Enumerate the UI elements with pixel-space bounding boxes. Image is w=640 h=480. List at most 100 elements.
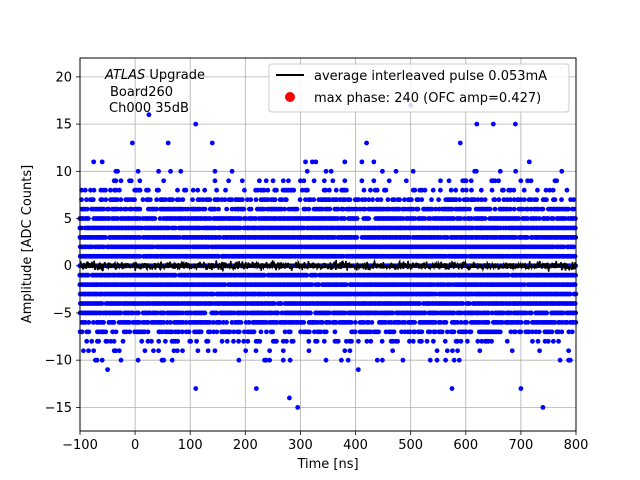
sample-outlier <box>474 121 480 127</box>
sample-point <box>569 329 575 335</box>
sample-point <box>572 282 578 288</box>
sample-point <box>207 216 213 221</box>
sample-point <box>323 168 329 174</box>
sample-point <box>145 338 151 344</box>
sample-point <box>129 206 134 212</box>
sample-point <box>467 206 472 212</box>
sample-point <box>334 197 340 203</box>
sample-point <box>101 320 106 325</box>
sample-point <box>465 197 471 203</box>
sample-point <box>111 320 117 325</box>
sample-outlier <box>364 140 369 146</box>
y-tick-label: −15 <box>45 401 72 416</box>
sample-point <box>222 197 228 203</box>
sample-point <box>175 187 180 193</box>
sample-point <box>154 310 160 316</box>
sample-point <box>267 357 273 363</box>
sample-point <box>362 197 368 203</box>
sample-point <box>217 320 223 325</box>
sample-point <box>442 338 448 344</box>
sample-point <box>177 235 182 240</box>
sample-point <box>118 178 124 184</box>
sample-point <box>161 310 167 316</box>
sample-point <box>251 329 257 335</box>
sample-point <box>137 178 143 184</box>
sample-outlier <box>295 404 301 410</box>
sample-point <box>205 338 211 344</box>
sample-point <box>571 206 577 212</box>
sample-point <box>343 338 349 344</box>
sample-point <box>332 329 338 335</box>
sample-point <box>174 348 180 354</box>
sample-point <box>524 235 530 240</box>
sample-point <box>458 338 464 344</box>
sample-point <box>509 348 515 354</box>
sample-point <box>478 187 484 193</box>
annotation-line-1: ATLAS Upgrade <box>104 68 205 83</box>
sample-point <box>257 338 263 344</box>
sample-point <box>492 178 498 184</box>
sample-point <box>236 338 241 344</box>
sample-point <box>253 348 259 354</box>
sample-point <box>238 320 244 325</box>
sample-point <box>559 329 565 335</box>
sample-outlier <box>449 386 455 391</box>
sample-point <box>497 168 503 174</box>
sample-point <box>550 338 556 344</box>
sample-point <box>205 348 211 354</box>
sample-point <box>536 216 542 221</box>
sample-point <box>450 348 455 354</box>
sample-outlier <box>457 140 463 146</box>
sample-point <box>472 197 478 203</box>
sample-point <box>224 338 230 344</box>
sample-point <box>573 216 578 221</box>
sample-point <box>534 197 539 203</box>
sample-point <box>245 338 251 344</box>
sample-point <box>128 178 134 184</box>
sample-point <box>236 329 242 335</box>
sample-point <box>323 187 329 193</box>
sample-point <box>436 197 441 203</box>
sample-point <box>430 187 436 193</box>
sample-point <box>374 187 380 193</box>
sample-point <box>463 253 469 259</box>
sample-point <box>456 357 462 363</box>
sample-point <box>432 320 438 325</box>
sample-point <box>99 197 105 203</box>
sample-point <box>338 357 344 363</box>
sample-point <box>370 197 375 203</box>
sample-point <box>342 159 348 165</box>
sample-point <box>354 216 360 221</box>
sample-point <box>168 168 173 174</box>
sample-point <box>343 187 349 193</box>
sample-point <box>297 197 303 203</box>
y-tick-label: −10 <box>45 354 72 369</box>
sample-point <box>111 338 117 344</box>
sample-point <box>463 329 469 335</box>
sample-point <box>486 310 491 316</box>
sample-point <box>489 187 495 193</box>
sample-point <box>437 187 443 193</box>
sample-point <box>304 272 310 278</box>
sample-point <box>501 197 507 203</box>
sample-point <box>161 320 167 325</box>
sample-point <box>446 178 452 184</box>
legend: average interleaved pulse 0.053mA max ph… <box>268 63 570 113</box>
sample-point <box>229 168 235 174</box>
sample-point <box>349 338 354 344</box>
sample-point <box>270 329 276 335</box>
sample-point <box>258 329 264 335</box>
sample-point <box>513 235 519 240</box>
sample-point <box>214 310 220 316</box>
sample-point <box>238 216 243 221</box>
sample-point <box>525 206 531 212</box>
sample-point <box>366 216 372 221</box>
sample-point <box>79 329 85 335</box>
sample-point <box>210 291 216 297</box>
sample-point <box>236 357 242 363</box>
sample-point <box>521 197 527 203</box>
sample-point <box>419 329 425 335</box>
annotation-atlas: ATLAS <box>104 68 145 83</box>
sample-point <box>83 320 88 325</box>
sample-point <box>224 320 229 325</box>
